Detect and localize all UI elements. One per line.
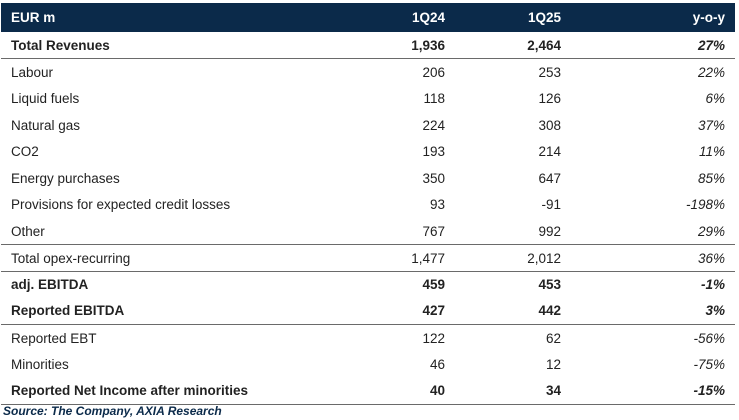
- value-1q25: 253: [538, 64, 561, 80]
- value-1q24: 1,936: [387, 32, 503, 60]
- value-yoy: 22%: [697, 64, 725, 80]
- value-yoy: -75%: [693, 356, 725, 372]
- table-row: Minorities 46 12 -75%: [1, 351, 735, 378]
- value-1q25: 34: [503, 377, 619, 405]
- value-yoy: 11%: [698, 144, 725, 160]
- value-1q24: 46: [429, 356, 445, 372]
- row-label: Reported EBITDA: [1, 297, 387, 326]
- header-yoy: y-o-y: [692, 10, 725, 25]
- financial-table: EUR m 1Q24 1Q25 y-o-y Total Revenues 1,9…: [1, 3, 735, 405]
- value-1q25: 647: [538, 170, 561, 186]
- value-1q24: 122: [422, 330, 445, 346]
- value-yoy: 37%: [697, 117, 725, 133]
- value-1q25: 126: [538, 90, 561, 106]
- value-1q24: 767: [387, 218, 503, 246]
- table-row: Labour 206 253 22%: [1, 59, 735, 86]
- value-1q25: 442: [503, 297, 619, 326]
- row-label: Total opex-recurring: [1, 244, 387, 272]
- table-row: Reported Net Income after minorities 40 …: [1, 377, 735, 405]
- value-1q25: 453: [538, 277, 561, 293]
- table-row: Reported EBITDA 427 442 3%: [1, 297, 735, 326]
- value-yoy: 27%: [619, 32, 735, 60]
- value-1q25: 62: [545, 330, 561, 346]
- value-yoy: 36%: [619, 244, 735, 272]
- table-row: Total Revenues 1,936 2,464 27%: [1, 32, 735, 60]
- value-1q25: 2,012: [503, 244, 619, 272]
- value-1q25: 308: [538, 117, 561, 133]
- value-yoy: 3%: [619, 297, 735, 326]
- row-label: CO2: [11, 144, 39, 160]
- value-1q24: 350: [422, 170, 445, 186]
- value-1q25: 2,464: [503, 32, 619, 60]
- source-note: Source: The Company, AXIA Research: [3, 404, 222, 418]
- value-1q24: 193: [422, 144, 445, 160]
- header-eur-m: EUR m: [11, 10, 56, 25]
- value-yoy: 29%: [619, 218, 735, 246]
- value-yoy: -56%: [693, 330, 725, 346]
- table-row: Liquid fuels 118 126 6%: [1, 85, 735, 112]
- row-label: Minorities: [11, 356, 69, 372]
- row-label: Liquid fuels: [11, 90, 80, 106]
- value-yoy: 6%: [705, 90, 725, 106]
- value-1q24: 427: [387, 297, 503, 326]
- header-1q24: 1Q24: [411, 10, 445, 25]
- row-label: Total Revenues: [1, 32, 387, 60]
- table-row: CO2 193 214 11%: [1, 138, 735, 165]
- table-row: Provisions for expected credit losses 93…: [1, 192, 735, 219]
- value-1q25: 214: [538, 144, 561, 160]
- value-1q25: -91: [541, 197, 561, 213]
- value-1q25: 992: [503, 218, 619, 246]
- row-label: Labour: [11, 64, 54, 80]
- table-row: adj. EBITDA 459 453 -1%: [1, 271, 735, 298]
- table-header-row: EUR m 1Q24 1Q25 y-o-y: [1, 3, 735, 32]
- row-label: Other: [1, 218, 387, 246]
- table-row: Natural gas 224 308 37%: [1, 112, 735, 139]
- value-1q24: 40: [387, 377, 503, 405]
- value-1q24: 1,477: [387, 244, 503, 272]
- value-1q24: 206: [422, 64, 445, 80]
- value-1q25: 12: [545, 356, 561, 372]
- value-yoy: -1%: [700, 277, 725, 293]
- value-1q24: 118: [423, 90, 445, 106]
- table-row: Other 767 992 29%: [1, 218, 735, 246]
- row-label: Provisions for expected credit losses: [11, 197, 231, 213]
- header-1q25: 1Q25: [527, 10, 561, 25]
- table-row: Reported EBT 122 62 -56%: [1, 325, 735, 352]
- value-yoy: -15%: [619, 377, 735, 405]
- value-1q24: 93: [429, 197, 445, 213]
- value-1q24: 224: [422, 117, 445, 133]
- row-label: adj. EBITDA: [11, 277, 89, 293]
- table-row: Energy purchases 350 647 85%: [1, 165, 735, 192]
- value-yoy: 85%: [697, 170, 725, 186]
- row-label: Natural gas: [11, 117, 81, 133]
- table-row: Total opex-recurring 1,477 2,012 36%: [1, 244, 735, 272]
- row-label: Energy purchases: [11, 170, 120, 186]
- value-yoy: -198%: [685, 197, 725, 213]
- row-label: Reported Net Income after minorities: [1, 377, 387, 405]
- value-1q24: 459: [422, 277, 445, 293]
- row-label: Reported EBT: [11, 330, 97, 346]
